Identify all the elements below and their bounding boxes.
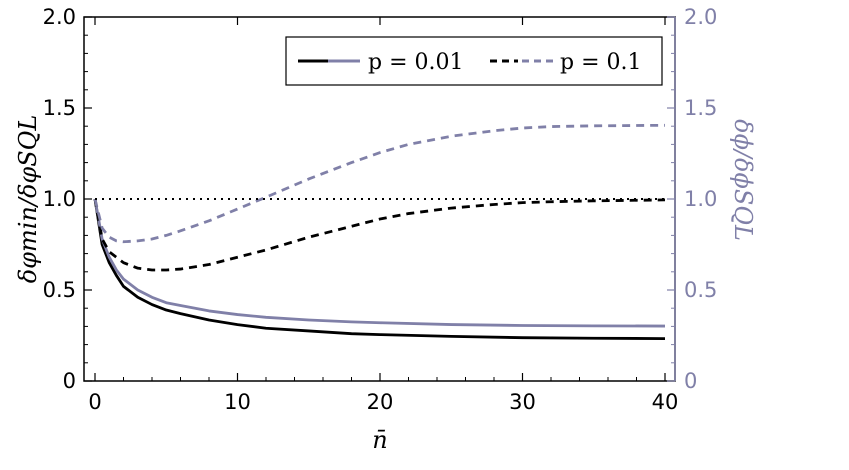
series-line-3 <box>93 123 666 244</box>
x-tick-label: 30 <box>509 390 536 414</box>
y-axis-title-right: δϕ/δϕSQL <box>729 119 757 241</box>
legend-label-p01: p = 0.1 <box>560 50 642 75</box>
y-tick-label-left: 2.0 <box>43 5 76 29</box>
x-tick-label: 0 <box>88 390 101 414</box>
y-tick-label-left: 1.0 <box>43 187 76 211</box>
series-line-0 <box>93 198 666 340</box>
series-line-2 <box>93 198 666 272</box>
y-tick-label-right: 1.0 <box>684 187 717 211</box>
y-tick-label-left: 0.5 <box>43 278 76 302</box>
series-layer <box>93 123 666 340</box>
y-tick-label-right: 0.5 <box>684 278 717 302</box>
legend-label-p001: p = 0.01 <box>368 50 464 75</box>
y-tick-label-left: 1.5 <box>43 96 76 120</box>
x-axis-title: n̄ <box>372 426 387 454</box>
x-tick-label: 20 <box>367 390 394 414</box>
y-tick-label-right: 2.0 <box>684 5 717 29</box>
legend: p = 0.01 p = 0.1 <box>285 36 663 86</box>
x-tick-label: 10 <box>224 390 251 414</box>
axis-ticks <box>84 16 675 382</box>
y-tick-label-right: 0 <box>684 369 697 393</box>
y-axis-title-left: δφmin/δφSQL <box>14 115 42 284</box>
series-line-1 <box>93 198 666 328</box>
y-tick-label-left: 0 <box>63 369 76 393</box>
x-tick-label: 40 <box>652 390 679 414</box>
y-tick-label-right: 1.5 <box>684 96 717 120</box>
